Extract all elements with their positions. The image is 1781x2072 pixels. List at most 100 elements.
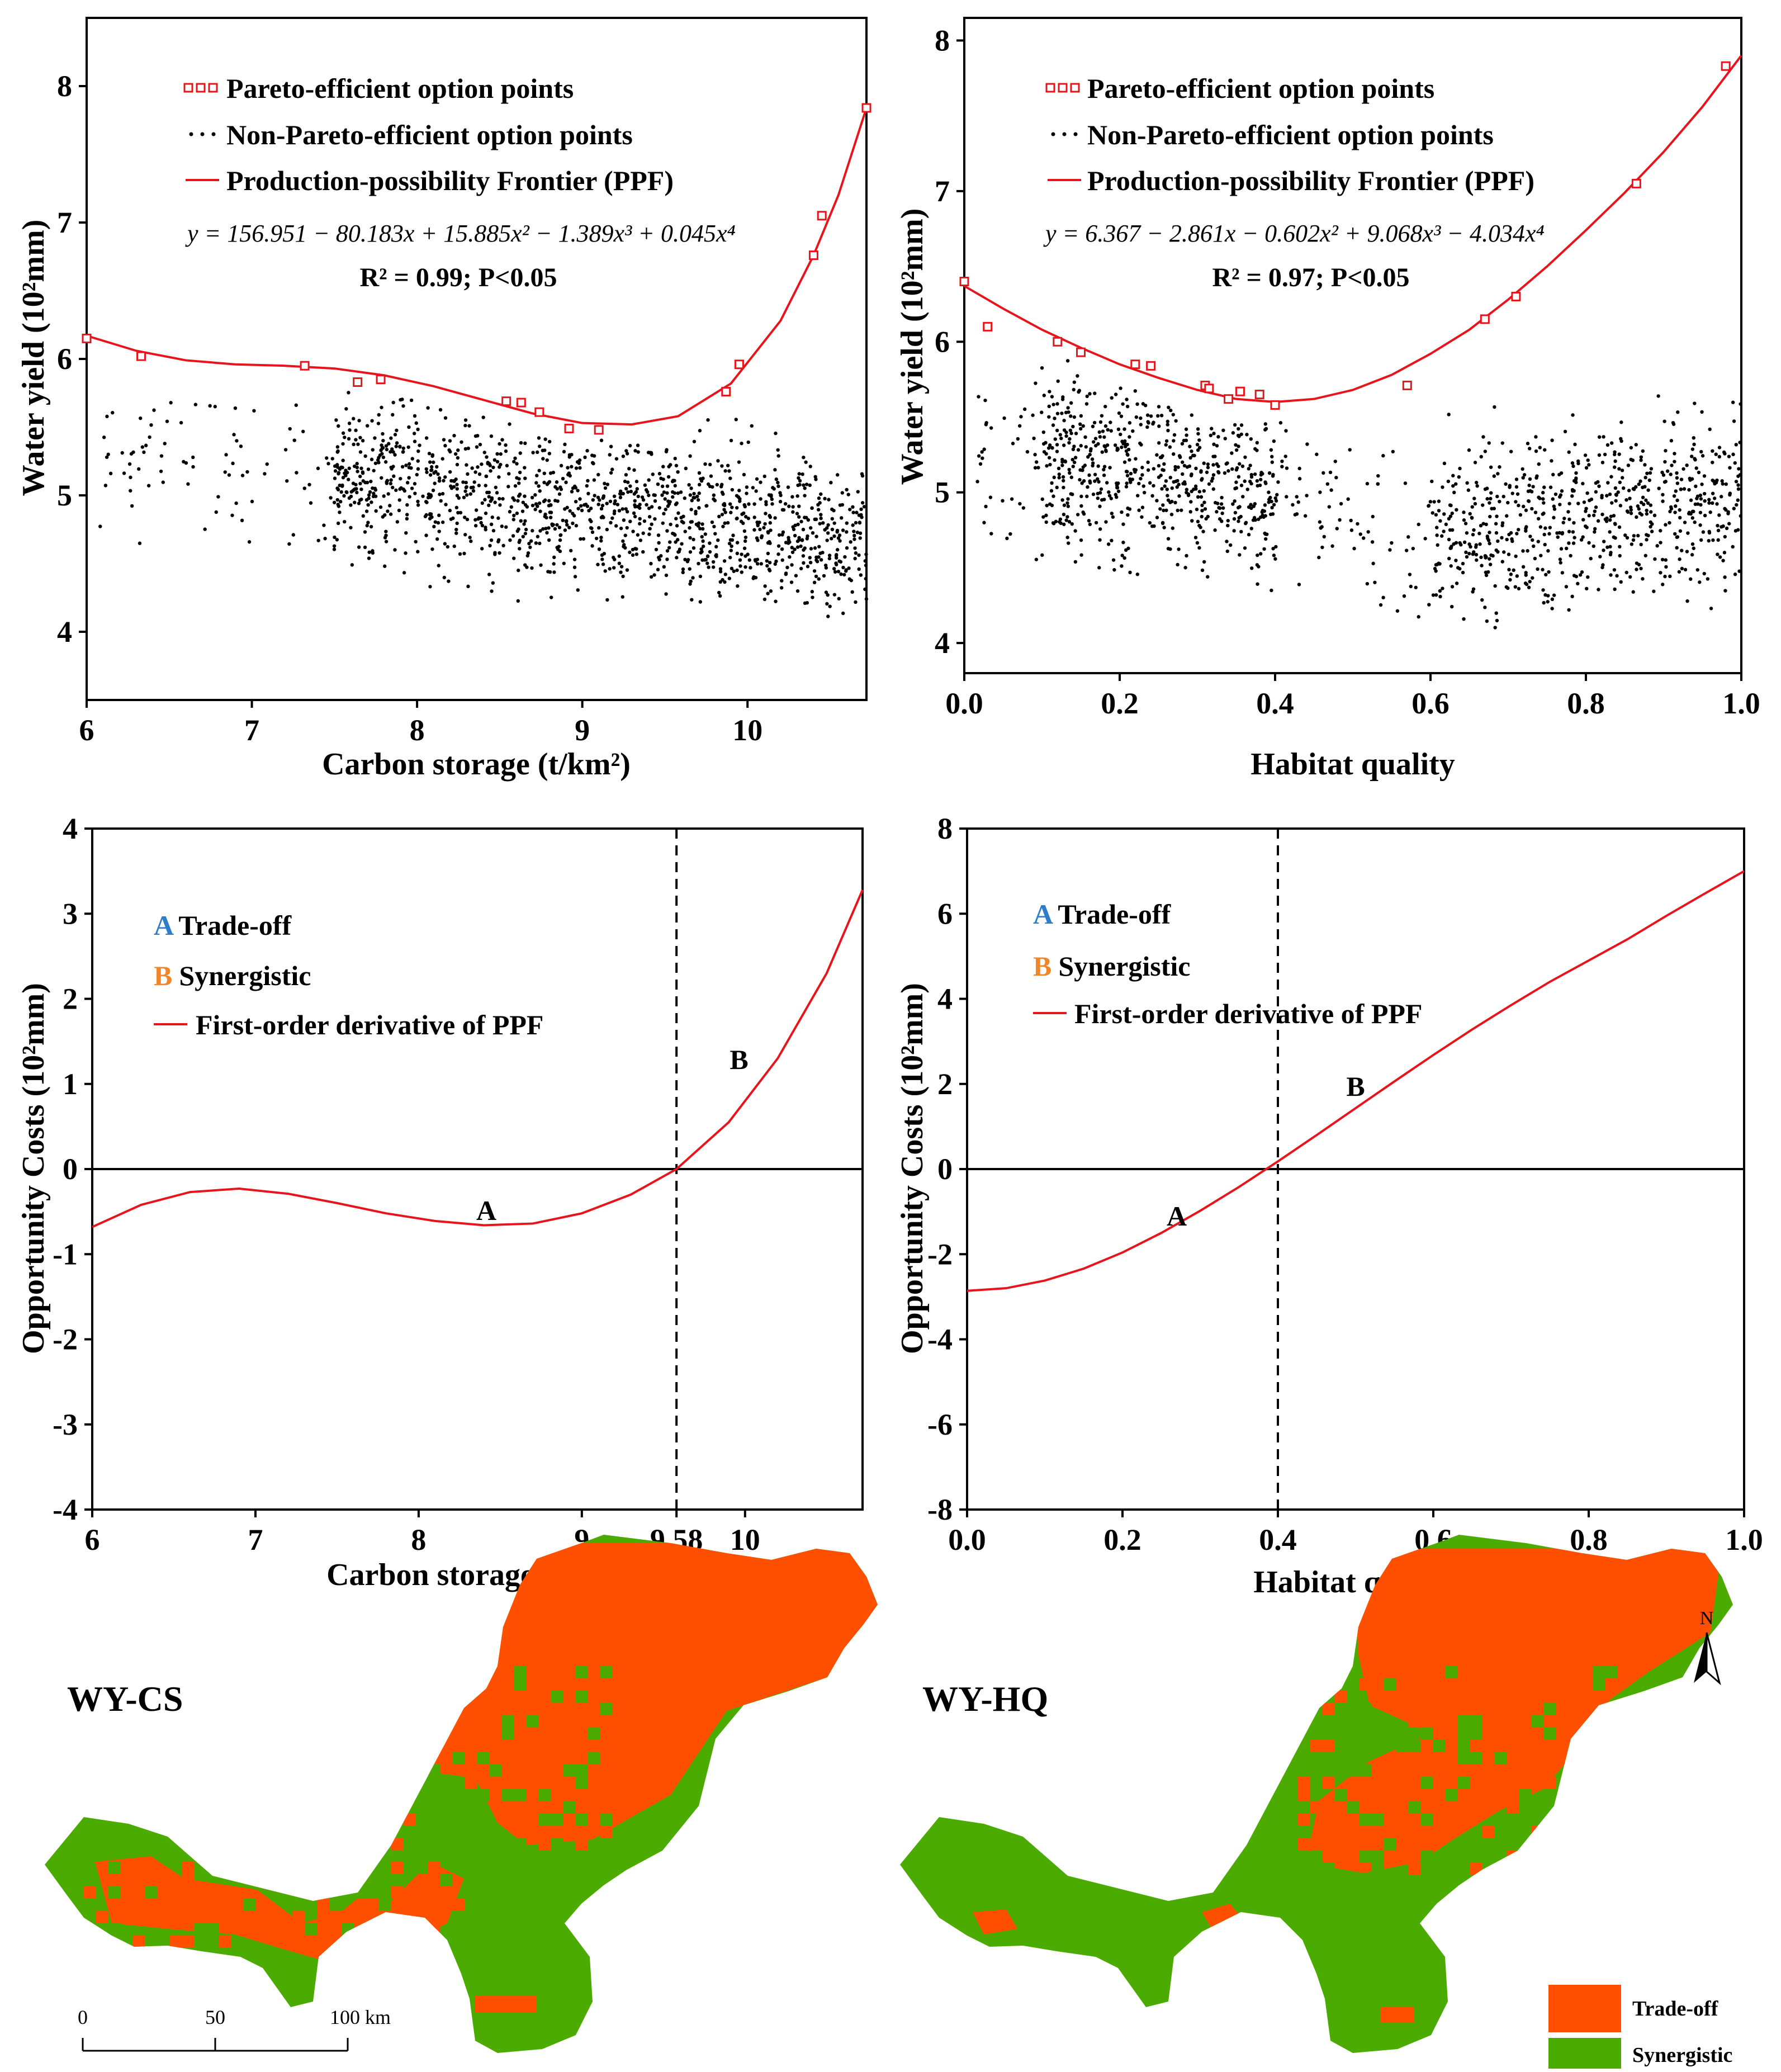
non-pareto-point [1107,490,1111,494]
non-pareto-point [1182,480,1187,484]
non-pareto-point [1069,401,1073,405]
non-pareto-point [471,489,476,493]
non-pareto-point [1681,467,1685,471]
non-pareto-point [1232,517,1237,521]
non-pareto-point [1047,415,1051,419]
non-pareto-point [1159,474,1163,477]
non-pareto-point [1365,481,1370,486]
non-pareto-point [689,520,693,524]
non-pareto-point [413,439,417,443]
non-pareto-point [794,574,798,578]
non-pareto-point [380,443,383,447]
non-pareto-point [634,547,638,551]
non-pareto-point [1268,512,1273,517]
non-pareto-point [1110,512,1114,515]
non-pareto-point [1096,491,1100,496]
map-cell [1384,1814,1396,1826]
non-pareto-point [1124,485,1129,489]
non-pareto-point [1630,542,1634,546]
non-pareto-point [1103,404,1107,409]
non-pareto-point [1669,507,1674,511]
non-pareto-point [494,485,498,489]
non-pareto-point [1574,476,1578,480]
non-pareto-point [1699,503,1703,507]
non-pareto-point [1508,485,1512,489]
map-cell [490,1764,502,1777]
non-pareto-point [1673,532,1677,536]
non-pareto-point [1700,482,1704,486]
non-pareto-point [354,482,358,486]
non-pareto-point [664,592,668,596]
y-axis-label: Water yield (10²mm) [895,209,930,485]
map-cell [318,1911,330,1923]
non-pareto-point [703,558,707,562]
non-pareto-point [1738,473,1742,477]
non-pareto-point [1091,463,1095,468]
north-arrow-icon: N [1694,1608,1721,1686]
non-pareto-point [636,504,640,509]
non-pareto-point [1047,404,1051,409]
non-pareto-point [845,521,849,525]
map-cell [576,1678,588,1691]
non-pareto-point [1272,503,1276,507]
non-pareto-point [694,509,698,514]
map-cell [1396,1728,1409,1740]
non-pareto-point [1226,519,1230,523]
non-pareto-point [1578,573,1583,577]
non-pareto-point [1140,473,1144,477]
non-pareto-point [580,508,584,513]
pareto-point [353,377,363,387]
non-pareto-point [808,483,812,488]
non-pareto-point [1249,506,1253,510]
map-cell [600,1814,613,1826]
pareto-point [1076,347,1086,357]
non-pareto-point [750,424,754,428]
non-pareto-point [636,443,640,447]
legend-a-letter: A [154,910,174,941]
non-pareto-point [1712,479,1716,484]
non-pareto-point [1542,511,1546,515]
non-pareto-point [1239,529,1243,534]
non-pareto-point [547,526,551,530]
non-pareto-point [620,507,624,511]
non-pareto-point [371,494,376,499]
non-pareto-point [291,533,296,537]
non-pareto-point [443,443,447,448]
non-pareto-point [673,484,677,488]
non-pareto-point [127,462,132,466]
non-pareto-point [1559,561,1562,565]
non-pareto-point [1123,439,1127,443]
map-cell [502,1789,514,1801]
non-pareto-point [1674,504,1678,508]
non-pareto-point [449,486,454,490]
non-pareto-point [844,568,848,572]
pareto-points [82,103,871,435]
non-pareto-point [523,532,528,536]
non-pareto-point [745,485,749,489]
non-pareto-point [1356,522,1360,526]
map-cell [1507,1678,1519,1691]
non-pareto-point [424,500,428,504]
non-pareto-point [1433,566,1437,571]
non-pareto-point [664,450,669,453]
non-pareto-point [1248,463,1252,467]
non-pareto-point [633,503,637,507]
non-pareto-point [1140,505,1145,509]
non-pareto-point [626,480,630,484]
non-pareto-point [730,488,735,492]
non-pareto-point [1687,510,1692,514]
non-pareto-point [1358,532,1362,536]
non-pareto-point [612,566,616,570]
non-pareto-point [1673,460,1676,463]
non-pareto-point [712,524,716,529]
non-pareto-point [1635,567,1638,571]
non-pareto-point [1166,419,1170,424]
non-pareto-point [1319,526,1323,530]
non-pareto-point [1463,522,1468,526]
non-pareto-point [684,466,688,471]
x-tick-label: 0.4 [1256,687,1294,720]
non-pareto-point [570,452,574,457]
non-pareto-point [1275,493,1279,497]
legend-ppf-label: Production-possibility Frontier (PPF) [1087,165,1534,196]
non-pareto-point [1040,366,1044,370]
